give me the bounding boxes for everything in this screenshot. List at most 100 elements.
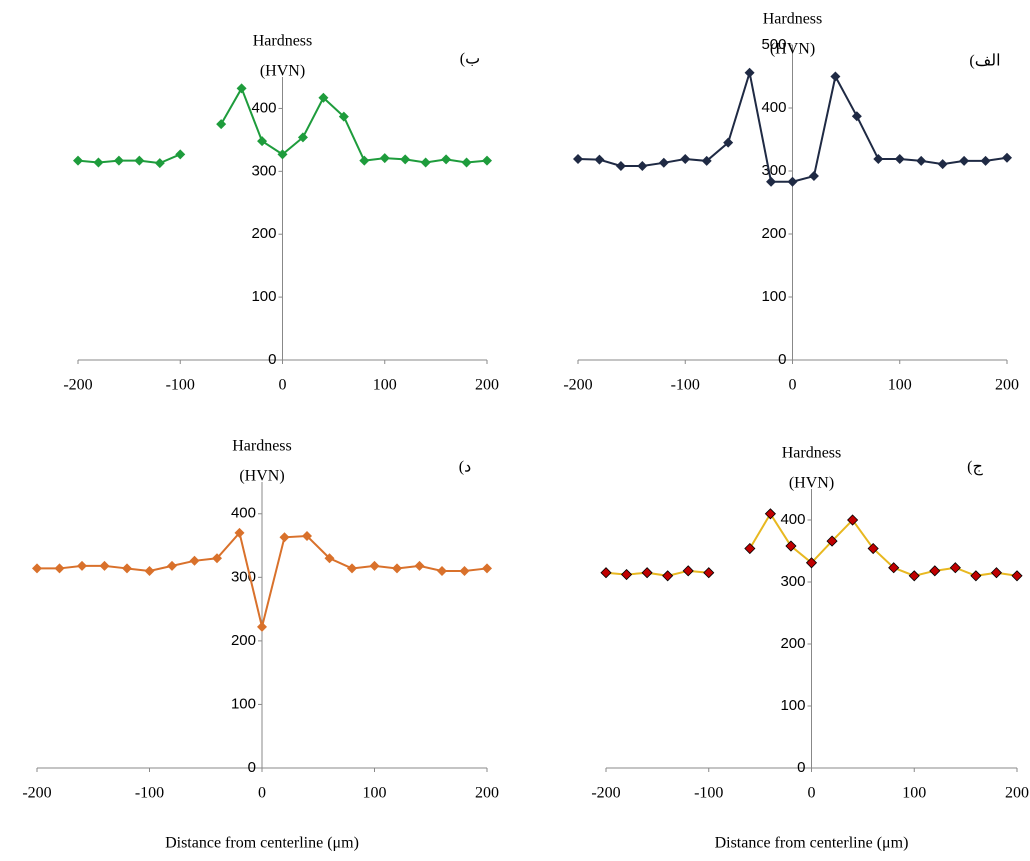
data-point bbox=[641, 567, 653, 579]
data-point bbox=[830, 71, 841, 82]
y-tick-label: 400 bbox=[780, 511, 805, 528]
y-axis-label: Hardness bbox=[763, 11, 823, 28]
data-point bbox=[873, 154, 884, 165]
data-point bbox=[77, 560, 87, 571]
data-point bbox=[620, 568, 633, 581]
data-point bbox=[929, 565, 941, 577]
data-point bbox=[167, 560, 177, 571]
y-tick-label: 100 bbox=[761, 288, 786, 305]
data-point bbox=[808, 171, 819, 182]
y-tick-label: 200 bbox=[251, 225, 276, 242]
data-point bbox=[459, 565, 470, 576]
x-tick-label: 200 bbox=[475, 785, 499, 802]
y-axis-label: (HVN) bbox=[770, 41, 815, 58]
y-axis-label: (HVN) bbox=[789, 475, 834, 492]
data-point bbox=[894, 154, 905, 165]
data-point bbox=[461, 157, 472, 168]
data-point bbox=[236, 83, 247, 94]
data-point bbox=[908, 570, 920, 582]
y-tick-label: 100 bbox=[780, 697, 805, 714]
data-point bbox=[949, 562, 961, 574]
data-point bbox=[662, 570, 674, 582]
x-tick-label: -100 bbox=[135, 785, 164, 802]
data-point bbox=[959, 155, 970, 166]
y-tick-label: 0 bbox=[268, 351, 276, 368]
data-point bbox=[154, 158, 165, 169]
data-point bbox=[785, 540, 797, 552]
data-point bbox=[805, 557, 818, 569]
data-point bbox=[744, 67, 755, 78]
data-point bbox=[637, 160, 648, 171]
data-point bbox=[441, 154, 452, 165]
data-point bbox=[867, 542, 879, 555]
data-point bbox=[594, 154, 605, 165]
x-tick-label: -100 bbox=[671, 377, 700, 394]
data-point bbox=[234, 527, 245, 538]
data-point bbox=[701, 155, 712, 166]
data-point bbox=[32, 563, 42, 574]
data-point bbox=[93, 157, 104, 168]
data-point bbox=[744, 542, 756, 555]
y-tick-label: 200 bbox=[780, 635, 805, 652]
data-point bbox=[297, 132, 308, 143]
data-point bbox=[400, 154, 411, 165]
x-tick-label: 0 bbox=[789, 377, 797, 394]
data-point bbox=[257, 136, 268, 147]
data-point bbox=[764, 508, 776, 520]
data-point bbox=[122, 563, 132, 574]
data-point bbox=[615, 160, 626, 171]
data-point bbox=[573, 154, 583, 165]
y-tick-label: 400 bbox=[761, 99, 786, 116]
y-tick-label: 300 bbox=[761, 162, 786, 179]
panel-label: د) bbox=[459, 459, 471, 476]
data-point bbox=[482, 563, 492, 574]
data-point bbox=[279, 532, 290, 543]
data-point bbox=[1011, 570, 1023, 582]
data-point bbox=[682, 565, 694, 577]
data-point bbox=[347, 563, 357, 574]
data-point bbox=[369, 560, 380, 571]
x-tick-label: -200 bbox=[63, 377, 92, 394]
data-point bbox=[937, 159, 948, 170]
data-point bbox=[113, 155, 124, 166]
y-tick-label: 0 bbox=[248, 759, 256, 776]
data-point bbox=[787, 176, 798, 187]
data-point bbox=[257, 621, 267, 632]
y-axis-label: Hardness bbox=[782, 445, 842, 462]
data-point bbox=[600, 567, 612, 579]
x-tick-label: 0 bbox=[279, 377, 287, 394]
data-point bbox=[851, 111, 862, 122]
x-tick-label: 100 bbox=[902, 785, 926, 802]
data-point bbox=[980, 155, 991, 166]
y-tick-label: 200 bbox=[231, 632, 256, 649]
data-point bbox=[482, 155, 492, 166]
data-point bbox=[414, 560, 425, 571]
y-tick-label: 500 bbox=[761, 36, 786, 53]
data-point bbox=[766, 176, 777, 187]
x-tick-label: 0 bbox=[258, 785, 266, 802]
data-point bbox=[338, 111, 349, 122]
panel-label: ج) bbox=[967, 459, 983, 476]
y-tick-label: 300 bbox=[780, 573, 805, 590]
data-point bbox=[99, 560, 110, 571]
data-point bbox=[658, 157, 669, 168]
x-tick-label: 200 bbox=[475, 377, 499, 394]
data-point bbox=[324, 553, 335, 564]
data-point bbox=[318, 92, 329, 103]
data-point bbox=[990, 567, 1003, 579]
y-tick-label: 400 bbox=[251, 99, 276, 116]
data-point bbox=[420, 157, 431, 168]
data-point bbox=[703, 567, 715, 579]
data-point bbox=[277, 149, 288, 160]
data-point bbox=[54, 563, 65, 574]
data-point bbox=[175, 149, 186, 160]
data-point bbox=[970, 570, 982, 582]
data-point bbox=[392, 563, 402, 574]
data-point bbox=[916, 155, 927, 166]
y-axis-label: (HVN) bbox=[239, 468, 284, 485]
y-axis-label: (HVN) bbox=[260, 63, 305, 80]
y-tick-label: 100 bbox=[251, 288, 276, 305]
data-point bbox=[723, 137, 734, 148]
data-point bbox=[847, 514, 859, 526]
